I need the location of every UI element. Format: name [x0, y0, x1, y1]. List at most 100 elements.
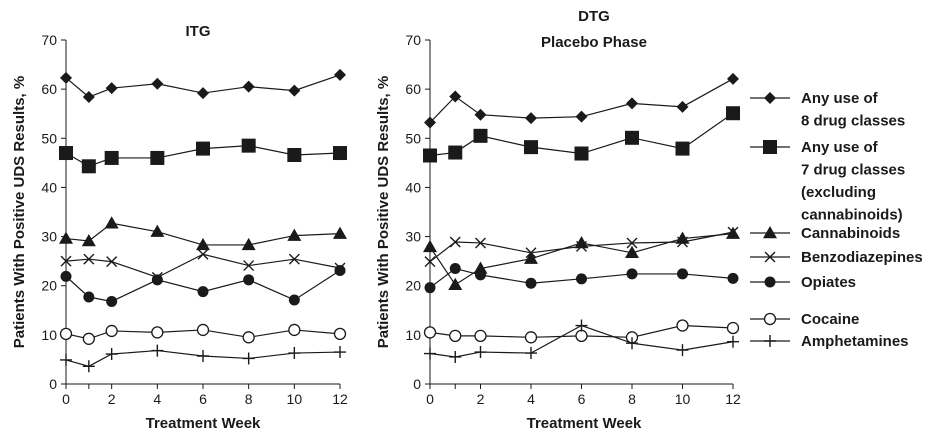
legend-entry: Benzodiazepines [750, 249, 923, 266]
data-point [197, 248, 209, 260]
series-line [429, 231, 734, 263]
x-tick-label: 2 [108, 391, 116, 407]
data-point [727, 72, 739, 85]
y-tick-label: 10 [41, 327, 57, 343]
data-point [474, 329, 487, 342]
data-point [83, 291, 95, 303]
data-point [449, 350, 462, 363]
data-point [82, 332, 95, 345]
data-point [576, 240, 587, 252]
data-point [676, 344, 689, 357]
legend-label: 8 drug classes [801, 113, 905, 130]
series-line [429, 78, 734, 123]
y-tick-label: 0 [413, 376, 421, 392]
data-point [474, 346, 487, 359]
data-point [242, 352, 255, 365]
data-point [104, 216, 119, 229]
data-point [449, 329, 462, 342]
series-plus [424, 319, 739, 363]
series-circle [424, 263, 739, 294]
x-tick-label: 6 [578, 391, 586, 407]
data-point [83, 253, 95, 265]
data-point [197, 286, 209, 298]
data-point [288, 323, 301, 337]
legend-entry: Opiates [750, 274, 856, 291]
data-point [106, 295, 118, 307]
data-point [524, 251, 538, 264]
legend-label: Benzodiazepines [801, 249, 923, 266]
y-tick-label: 50 [405, 130, 421, 146]
data-point [475, 237, 486, 249]
series-line [65, 222, 341, 246]
series-diamond [60, 68, 346, 104]
data-point [288, 84, 301, 97]
y-tick-label: 50 [41, 130, 57, 146]
data-point [196, 237, 210, 251]
data-point [82, 91, 95, 104]
data-point [334, 346, 346, 359]
y-tick-label: 20 [41, 278, 57, 294]
x-tick-label: 10 [287, 391, 303, 407]
data-point [525, 247, 537, 259]
data-point [449, 90, 462, 103]
legend-label: Cannabinoids [801, 225, 900, 242]
data-point [333, 226, 347, 239]
data-point [334, 264, 346, 276]
legend-entry: Amphetamines [750, 333, 909, 350]
series-x [60, 248, 346, 283]
data-point [104, 150, 119, 165]
data-point [524, 140, 538, 155]
data-point [474, 108, 487, 121]
y-tick-label: 40 [41, 179, 57, 195]
legend-label: Opiates [801, 274, 856, 291]
data-point [677, 268, 688, 280]
data-point [241, 237, 256, 251]
data-point [59, 327, 73, 341]
y-tick-label: 20 [405, 278, 421, 294]
y-tick-label: 30 [405, 229, 421, 245]
data-point [677, 236, 688, 248]
data-point [576, 273, 587, 285]
data-point [242, 80, 255, 93]
series-line [65, 253, 341, 279]
y-tick-label: 0 [49, 376, 57, 392]
series-line [429, 324, 734, 358]
data-point [626, 97, 638, 110]
y-tick-label: 10 [405, 327, 421, 343]
data-point [287, 147, 302, 162]
legend-label: Any use of [801, 139, 879, 156]
data-point [473, 128, 488, 143]
legend-marker [764, 92, 776, 104]
data-point [150, 224, 165, 237]
data-point [524, 331, 538, 344]
data-point [60, 71, 72, 84]
data-point [448, 277, 463, 290]
data-point [574, 235, 589, 249]
data-point [287, 228, 302, 241]
data-point [82, 360, 95, 373]
x-tick-label: 2 [477, 391, 485, 407]
panel-itg-title: ITG [186, 23, 211, 40]
data-point [449, 236, 461, 248]
y-tick-label: 60 [41, 81, 57, 97]
legend-label: Cocaine [801, 311, 859, 328]
data-point [727, 272, 739, 284]
x-tick-label: 12 [332, 391, 348, 407]
data-point [106, 256, 118, 268]
legend-marker [763, 140, 777, 154]
data-point [151, 326, 164, 339]
data-point [81, 159, 96, 174]
legend-marker [764, 335, 776, 347]
series-circle [60, 264, 346, 307]
x-tick-label: 12 [725, 391, 741, 407]
series-diamond [424, 72, 739, 129]
legend-marker [764, 276, 776, 288]
legend-label: Amphetamines [801, 333, 909, 350]
data-point [288, 253, 300, 265]
series-triangle [59, 216, 347, 251]
data-point [675, 141, 690, 156]
data-point [333, 146, 347, 161]
legend-label: cannabinoids) [801, 207, 903, 224]
x-tick-label: 8 [628, 391, 636, 407]
